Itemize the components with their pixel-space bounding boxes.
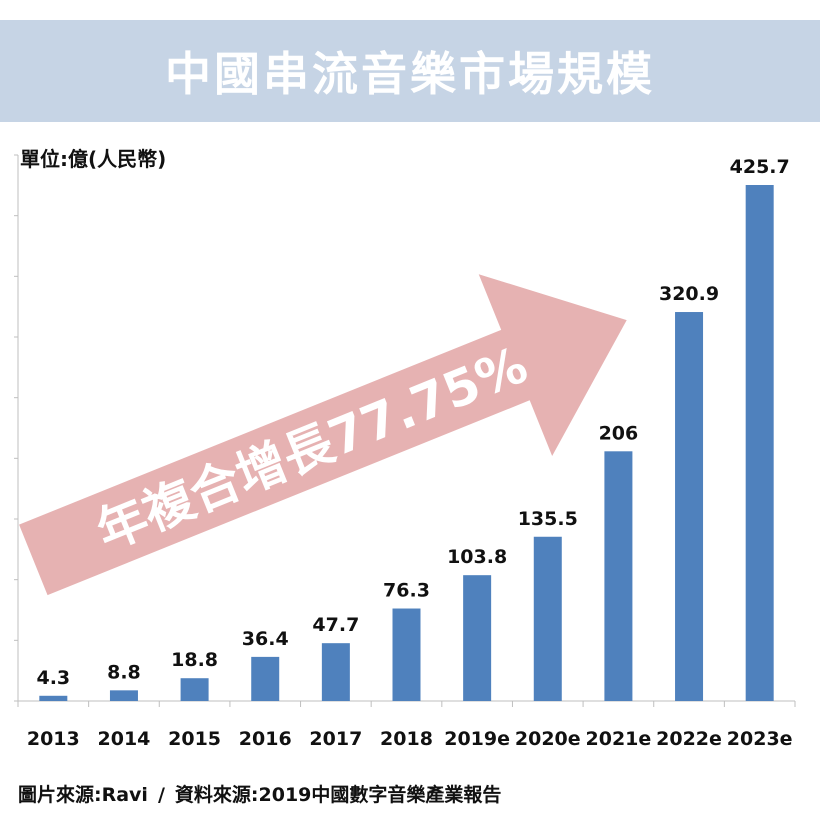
x-tick-label: 2019e xyxy=(444,728,510,750)
x-tick-label: 2020e xyxy=(515,728,581,750)
bar-2015 xyxy=(180,678,209,701)
x-tick-label: 2023e xyxy=(727,728,793,750)
bar-2019e xyxy=(463,575,492,701)
bar-2018 xyxy=(392,608,421,701)
bar-2017 xyxy=(321,643,350,701)
bar-2021e xyxy=(604,451,633,701)
x-tick-label: 2015 xyxy=(168,728,221,750)
value-label: 8.8 xyxy=(107,661,141,683)
bar-2020e xyxy=(533,536,562,701)
x-tick-label: 2018 xyxy=(380,728,433,750)
value-label: 206 xyxy=(599,422,639,444)
y-axis-unit-label: 單位:億(人民幣) xyxy=(20,147,167,171)
value-label: 4.3 xyxy=(36,667,70,689)
growth-arrow-shape: 年複合增長77.75% xyxy=(19,274,627,596)
source-separator: / xyxy=(157,784,165,806)
bar-series xyxy=(39,185,774,701)
growth-rate-annotation: 年複合增長77.75% xyxy=(89,336,536,561)
value-label: 103.8 xyxy=(447,546,507,568)
chart-title: 中國串流音樂市場規模 xyxy=(165,47,655,101)
x-tick-label: 2017 xyxy=(309,728,362,750)
value-label: 425.7 xyxy=(730,156,790,178)
x-tick-label: 2013 xyxy=(27,728,80,750)
x-tick-label: 2021e xyxy=(586,728,652,750)
value-label: 76.3 xyxy=(383,580,430,602)
source-line: 圖片來源:Ravi / 資料來源:2019中國數字音樂產業報告 xyxy=(18,780,501,807)
image-credit: 圖片來源:Ravi xyxy=(18,784,148,806)
arrow-body xyxy=(19,274,627,596)
value-label: 36.4 xyxy=(242,628,289,650)
data-credit: 資料來源:2019中國數字音樂產業報告 xyxy=(174,784,502,806)
value-labels: 4.3 8.8 18.8 36.4 47.7 76.3 103.8 135.5 206 320.9… xyxy=(36,156,789,689)
value-label: 320.9 xyxy=(659,283,719,305)
x-tick-label: 2016 xyxy=(239,728,292,750)
growth-arrow: 年複合增長77.75% xyxy=(19,274,627,596)
value-label: 47.7 xyxy=(312,614,359,636)
bar-2023e xyxy=(745,185,774,701)
bar-2014 xyxy=(109,690,138,701)
x-tick-label: 2022e xyxy=(656,728,722,750)
title-band: 中國串流音樂市場規模 xyxy=(0,20,820,122)
x-tick-labels: 2013 2014 2015 2016 2017 2018 2019e 2020e 2021e 2… xyxy=(27,728,793,750)
x-tick-label: 2014 xyxy=(98,728,151,750)
bar-2016 xyxy=(251,656,280,701)
value-label: 135.5 xyxy=(518,508,578,530)
value-label: 18.8 xyxy=(171,649,218,671)
bar-2013 xyxy=(39,695,68,701)
bar-2022e xyxy=(675,312,704,701)
